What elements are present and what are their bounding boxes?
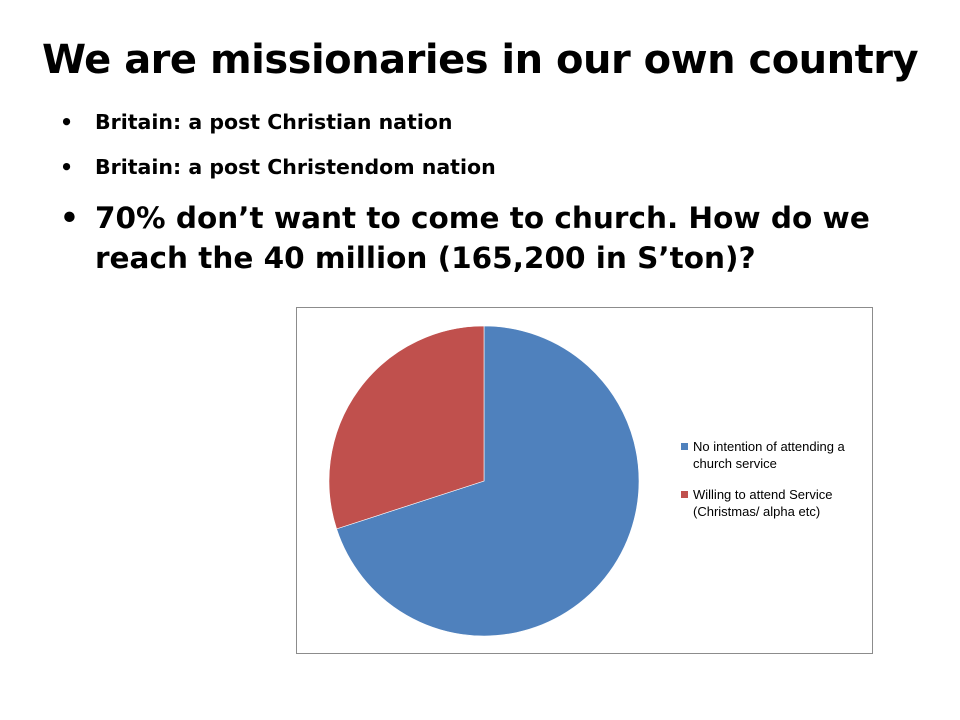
chart-legend: No intention of attending a church servi… <box>681 438 871 534</box>
bullet-item-2: • Britain: a post Christendom nation <box>60 153 920 181</box>
pie-slice-2 <box>328 325 485 530</box>
bullet-item-3: • 70% don’t want to come to church. How … <box>60 198 920 278</box>
legend-label-2: Willing to attend Service (Christmas/ al… <box>693 487 833 519</box>
slide-title: We are missionaries in our own country <box>41 37 919 83</box>
legend-swatch-icon <box>681 443 688 450</box>
bullet-list: • Britain: a post Christian nation • Bri… <box>60 108 920 278</box>
pie-chart <box>328 325 640 637</box>
bullet-dot-icon: • <box>60 155 74 179</box>
legend-item-1: No intention of attending a church servi… <box>681 438 871 472</box>
pie-slice-1 <box>336 325 640 637</box>
bullet-text-3: 70% don’t want to come to church. How do… <box>95 201 870 275</box>
legend-item-2: Willing to attend Service (Christmas/ al… <box>681 486 871 520</box>
legend-label-1: No intention of attending a church servi… <box>693 439 845 471</box>
bullet-text-1: Britain: a post Christian nation <box>95 110 453 134</box>
pie-chart-frame: No intention of attending a church servi… <box>296 307 873 654</box>
legend-swatch-icon <box>681 491 688 498</box>
bullet-text-2: Britain: a post Christendom nation <box>95 155 496 179</box>
bullet-dot-icon: • <box>60 201 79 235</box>
bullet-dot-icon: • <box>60 110 74 134</box>
bullet-item-1: • Britain: a post Christian nation <box>60 108 920 136</box>
